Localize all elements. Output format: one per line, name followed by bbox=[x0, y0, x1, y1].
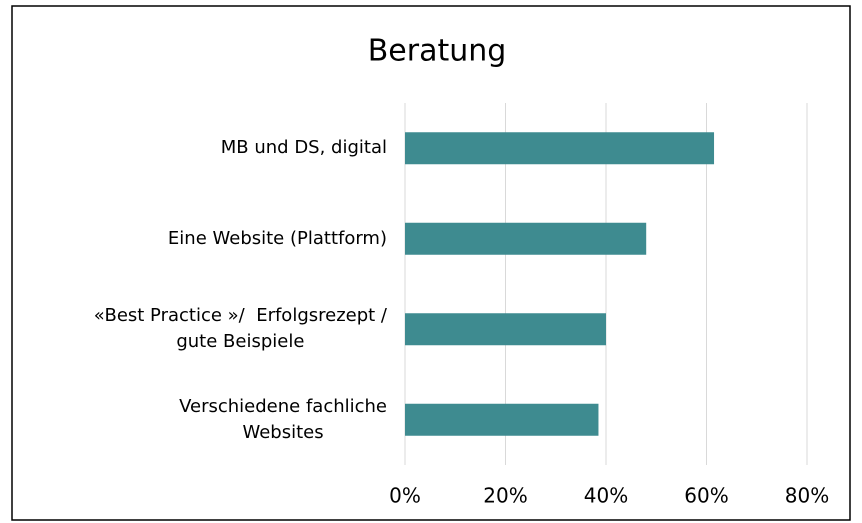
y-tick-label: MB und DS, digital bbox=[220, 137, 387, 159]
bar bbox=[405, 132, 715, 165]
bar bbox=[405, 222, 647, 255]
x-tick-label: 60% bbox=[684, 484, 728, 508]
chart-title: Beratung bbox=[368, 34, 507, 69]
x-tick-label: 0% bbox=[389, 484, 421, 508]
x-tick-label: 20% bbox=[483, 484, 527, 508]
chart-border bbox=[11, 5, 851, 521]
bar bbox=[405, 313, 606, 346]
x-tick-label: 40% bbox=[584, 484, 628, 508]
x-tick-label: 80% bbox=[785, 484, 829, 508]
y-tick-label: Eine Website (Plattform) bbox=[167, 227, 387, 249]
y-tick-label: «Best Practice »/ Erfolgsrezept / gute B… bbox=[93, 305, 387, 353]
y-tick-label: Verschiedene fachliche Websites bbox=[179, 395, 387, 443]
bar bbox=[405, 403, 599, 436]
